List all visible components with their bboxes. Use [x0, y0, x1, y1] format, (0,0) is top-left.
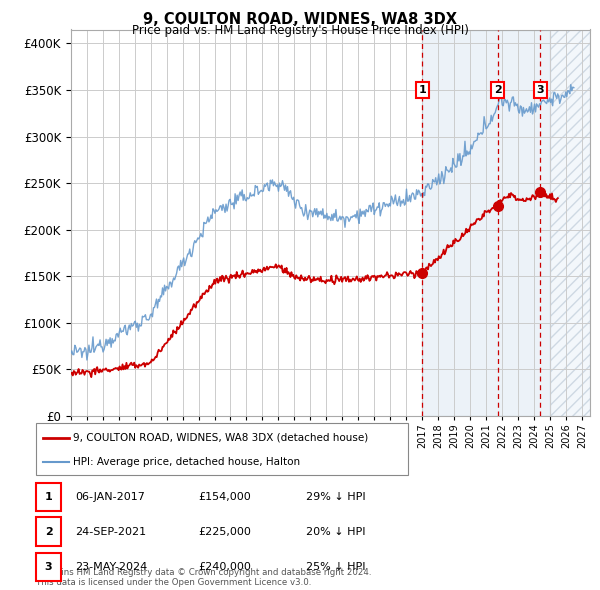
Text: Contains HM Land Registry data © Crown copyright and database right 2024.
This d: Contains HM Land Registry data © Crown c…: [36, 568, 371, 587]
Text: 25% ↓ HPI: 25% ↓ HPI: [306, 562, 365, 572]
Text: 1: 1: [419, 85, 426, 95]
Text: 9, COULTON ROAD, WIDNES, WA8 3DX: 9, COULTON ROAD, WIDNES, WA8 3DX: [143, 12, 457, 27]
Text: £240,000: £240,000: [198, 562, 251, 572]
Text: £225,000: £225,000: [198, 527, 251, 536]
Text: 24-SEP-2021: 24-SEP-2021: [75, 527, 146, 536]
Bar: [550, 30, 590, 416]
Bar: [550, 30, 590, 416]
Text: 23-MAY-2024: 23-MAY-2024: [75, 562, 147, 572]
Text: 20% ↓ HPI: 20% ↓ HPI: [306, 527, 365, 536]
Text: 9, COULTON ROAD, WIDNES, WA8 3DX (detached house): 9, COULTON ROAD, WIDNES, WA8 3DX (detach…: [73, 432, 368, 442]
Text: 1: 1: [45, 492, 52, 502]
Text: £154,000: £154,000: [198, 492, 251, 502]
Text: 29% ↓ HPI: 29% ↓ HPI: [306, 492, 365, 502]
Text: 3: 3: [45, 562, 52, 572]
Bar: [422, 30, 550, 416]
Text: 06-JAN-2017: 06-JAN-2017: [75, 492, 145, 502]
Text: 2: 2: [45, 527, 52, 536]
Text: HPI: Average price, detached house, Halton: HPI: Average price, detached house, Halt…: [73, 457, 301, 467]
Text: 3: 3: [536, 85, 544, 95]
Text: Price paid vs. HM Land Registry's House Price Index (HPI): Price paid vs. HM Land Registry's House …: [131, 24, 469, 37]
Text: 2: 2: [494, 85, 502, 95]
